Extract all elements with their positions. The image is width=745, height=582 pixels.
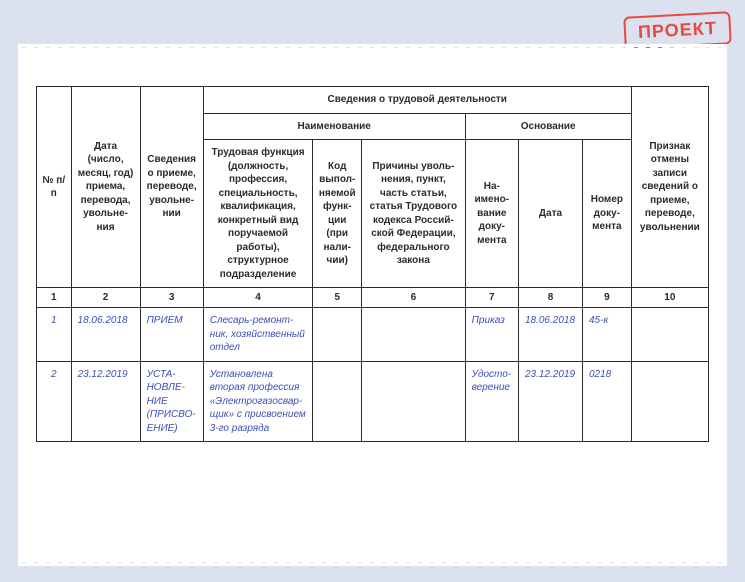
header-col5: Код выпол­няемой функ­ции (при нали­чии) — [313, 140, 362, 288]
header-col6: Причины уволь­нения, пункт, часть статьи… — [362, 140, 466, 288]
numcell: 3 — [140, 288, 203, 308]
numcell: 2 — [71, 288, 140, 308]
numcell: 1 — [37, 288, 72, 308]
header-col8: Дата — [518, 140, 582, 288]
numcell: 5 — [313, 288, 362, 308]
cell-docdate: 18.06.2018 — [518, 308, 582, 362]
table-header: № п/п Дата (число, месяц, год) приема, п… — [37, 87, 709, 288]
header-col4: Трудовая функция (должность, профессия, … — [203, 140, 313, 288]
cell-date: 23.12.2019 — [71, 361, 140, 442]
document-page: № п/п Дата (число, месяц, год) приема, п… — [18, 48, 727, 562]
header-col2: Дата (число, месяц, год) приема, перевод… — [71, 87, 140, 288]
cell-cancel — [631, 361, 708, 442]
cell-doc: Удосто­верение — [465, 361, 518, 442]
numcell: 4 — [203, 288, 313, 308]
numcell: 10 — [631, 288, 708, 308]
header-col7: На­имено­вание доку­мента — [465, 140, 518, 288]
cell-code — [313, 308, 362, 362]
cell-event: УСТА­НОВЛЕ­НИЕ (ПРИСВО­ЕНИЕ) — [140, 361, 203, 442]
header-group-main: Сведения о трудовой деятельности — [203, 87, 631, 114]
cell-code — [313, 361, 362, 442]
cell-docdate: 23.12.2019 — [518, 361, 582, 442]
cell-event: ПРИЕМ — [140, 308, 203, 362]
cell-reason — [362, 361, 466, 442]
header-col9: Номер доку­мента — [583, 140, 632, 288]
employment-table: № п/п Дата (число, месяц, год) приема, п… — [36, 86, 709, 442]
header-group-name: Наименование — [203, 113, 465, 140]
cell-n: 1 — [37, 308, 72, 362]
numcell: 8 — [518, 288, 582, 308]
header-group-basis: Основание — [465, 113, 631, 140]
cell-docnum: 45-к — [583, 308, 632, 362]
cell-reason — [362, 308, 466, 362]
header-col3: Сведения о приеме, перево­де, увольне­ни… — [140, 87, 203, 288]
numcell: 7 — [465, 288, 518, 308]
header-col10: Признак отмены записи сведений о приеме,… — [631, 87, 708, 288]
cell-cancel — [631, 308, 708, 362]
cell-doc: Приказ — [465, 308, 518, 362]
number-row: 1 2 3 4 5 6 7 8 9 10 — [37, 288, 709, 308]
header-col1: № п/п — [37, 87, 72, 288]
numcell: 6 — [362, 288, 466, 308]
cell-docnum: 0218 — [583, 361, 632, 442]
cell-n: 2 — [37, 361, 72, 442]
table-row: 1 18.06.2018 ПРИЕМ Слесарь-ремонт­ник, х… — [37, 308, 709, 362]
cell-func: Установлена вторая профессия «Электрогаз… — [203, 361, 313, 442]
numcell: 9 — [583, 288, 632, 308]
table-row: 2 23.12.2019 УСТА­НОВЛЕ­НИЕ (ПРИСВО­ЕНИЕ… — [37, 361, 709, 442]
cell-date: 18.06.2018 — [71, 308, 140, 362]
cell-func: Слесарь-ремонт­ник, хозяйствен­ный отдел — [203, 308, 313, 362]
